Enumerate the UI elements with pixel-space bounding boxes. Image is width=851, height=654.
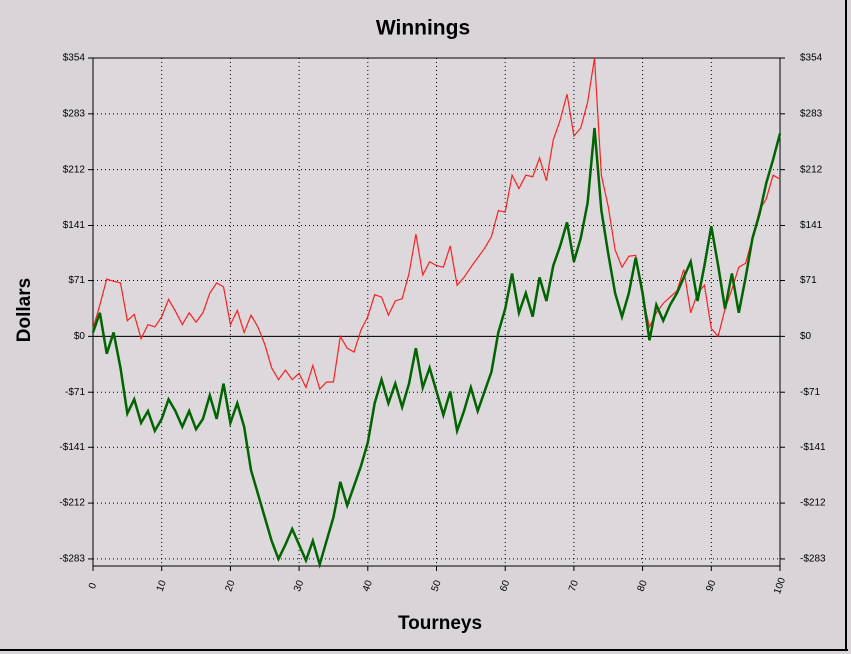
x-tick-label: 20 xyxy=(223,579,237,594)
y-axis-label: Dollars xyxy=(14,278,35,342)
series-line xyxy=(91,127,782,569)
x-axis-label: Tourneys xyxy=(398,613,482,634)
y-tick-label-right: -$141 xyxy=(800,442,826,453)
y-tick-label: -$141 xyxy=(59,442,85,453)
y-tick-label-right: $71 xyxy=(800,275,817,286)
y-tick-label: $71 xyxy=(68,275,85,286)
y-tick-label-right: $141 xyxy=(800,220,823,231)
y-tick-label-right: $283 xyxy=(800,108,823,119)
x-tick-label: 40 xyxy=(361,579,375,594)
y-tick-label-right: $212 xyxy=(800,164,823,175)
x-tick-label: 80 xyxy=(636,579,650,594)
y-tick-label-right: -$283 xyxy=(800,554,826,565)
x-tick-label: 10 xyxy=(155,579,169,594)
y-tick-label: -$212 xyxy=(59,498,85,509)
y-tick-label: $0 xyxy=(74,331,86,342)
chart-title: Winnings xyxy=(376,17,470,40)
x-tick-label: 60 xyxy=(498,579,512,594)
x-tick-label: 70 xyxy=(567,579,581,594)
x-tick-label: 30 xyxy=(292,579,306,594)
x-tick-label: 50 xyxy=(430,579,444,594)
series-line xyxy=(92,57,781,391)
y-tick-label-right: -$212 xyxy=(800,498,826,509)
y-tick-label: $283 xyxy=(63,108,86,119)
y-tick-label: $212 xyxy=(63,164,86,175)
y-tick-label-right: -$71 xyxy=(800,387,820,398)
y-tick-label: -$71 xyxy=(65,387,85,398)
y-tick-label: $354 xyxy=(63,53,86,64)
x-tick-label: 90 xyxy=(704,579,718,594)
y-tick-label-right: $354 xyxy=(800,53,823,64)
y-tick-label: -$283 xyxy=(59,554,85,565)
x-tick-label: 0 xyxy=(87,581,99,590)
y-tick-label: $141 xyxy=(63,220,86,231)
y-tick-label-right: $0 xyxy=(800,331,812,342)
